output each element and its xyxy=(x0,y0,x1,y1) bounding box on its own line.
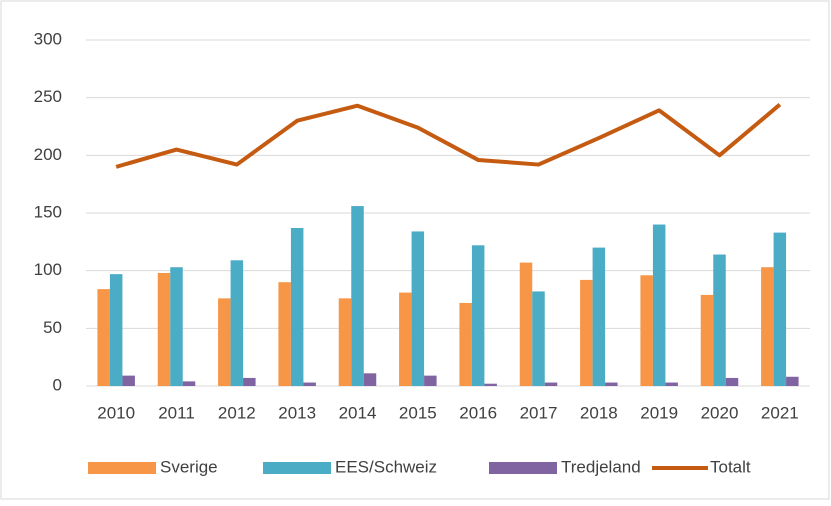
x-tick-label: 2015 xyxy=(399,403,437,422)
bar xyxy=(399,292,412,386)
bar xyxy=(97,289,110,386)
bar xyxy=(218,298,231,386)
bar xyxy=(652,224,666,386)
bar xyxy=(157,272,171,386)
x-tick-label: 2013 xyxy=(278,403,316,422)
bar xyxy=(471,245,485,386)
legend-label: Sverige xyxy=(160,457,218,476)
bar xyxy=(580,279,593,386)
bar xyxy=(605,382,618,386)
bar xyxy=(278,282,291,386)
bar xyxy=(592,247,606,386)
y-tick-label: 300 xyxy=(34,29,62,48)
x-tick-label: 2014 xyxy=(339,403,377,422)
bar xyxy=(170,267,183,386)
legend-swatch xyxy=(88,462,156,474)
bar xyxy=(519,262,533,386)
bar xyxy=(182,381,196,386)
x-tick-label: 2011 xyxy=(158,403,195,422)
bar xyxy=(122,375,135,386)
y-tick-label: 250 xyxy=(34,87,62,106)
bar xyxy=(230,260,244,386)
legend-label: EES/Schweiz xyxy=(335,457,437,476)
x-tick-label: 2019 xyxy=(640,403,678,422)
bar xyxy=(640,275,653,386)
legend-swatch xyxy=(489,462,557,474)
y-tick-label: 200 xyxy=(34,145,62,164)
bar xyxy=(243,377,256,386)
y-tick-label: 150 xyxy=(34,202,62,221)
bar xyxy=(303,382,316,386)
line xyxy=(115,103,782,169)
y-tick-label: 0 xyxy=(53,375,62,394)
bar xyxy=(459,302,472,386)
bar xyxy=(544,382,558,386)
x-tick-label: 2016 xyxy=(459,403,497,422)
bar xyxy=(761,267,774,386)
bar xyxy=(411,231,425,386)
legend-swatch xyxy=(263,462,331,474)
bar xyxy=(532,291,545,386)
bar xyxy=(109,274,123,386)
bar xyxy=(773,232,787,386)
bar xyxy=(700,294,714,386)
x-tick-label: 2020 xyxy=(701,403,739,422)
bar xyxy=(351,206,364,386)
bar xyxy=(290,227,304,386)
x-tick-label: 2018 xyxy=(580,403,618,422)
x-tick-label: 2012 xyxy=(218,403,256,422)
x-tick-label: 2017 xyxy=(520,403,558,422)
bar xyxy=(786,376,799,386)
legend-label: Tredjeland xyxy=(561,457,641,476)
x-tick-label: 2021 xyxy=(761,403,799,422)
bar xyxy=(363,373,377,386)
legend-label: Totalt xyxy=(710,457,751,476)
bar xyxy=(725,377,739,386)
x-tick-label: 2010 xyxy=(97,403,135,422)
y-tick-label: 50 xyxy=(43,318,62,337)
bar xyxy=(424,375,437,386)
bar xyxy=(713,254,726,386)
y-tick-label: 100 xyxy=(34,260,62,279)
bar xyxy=(338,298,352,386)
bar xyxy=(484,383,497,386)
bar xyxy=(665,382,678,386)
